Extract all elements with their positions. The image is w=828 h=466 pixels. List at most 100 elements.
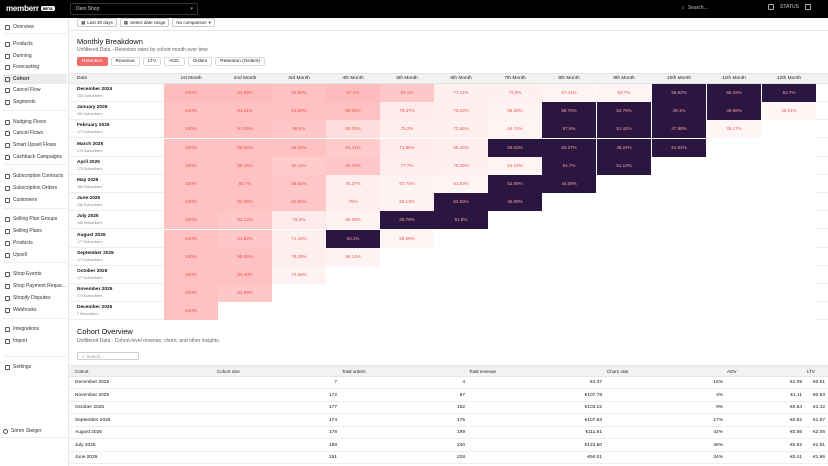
cohort-table-row[interactable]: September 2025 174 175 €107.63 17% €0.62 €1.57 [69,415,828,427]
cohort-table-column-header[interactable]: Cohort size [217,369,240,374]
retention-cell: 51.8% [434,211,488,230]
sidebar-item-cashback-campaigns[interactable]: Cashback Campaigns [3,152,67,162]
sidebar-item-selling-plan-groups[interactable]: Selling Plan Groups [3,214,67,224]
retention-cell: 88.6% [272,120,326,139]
sidebar-item-forecasting[interactable]: Forecasting [3,62,67,72]
sidebar-item-cancel-flow[interactable]: Cancel Flow [3,85,67,95]
user-profile[interactable]: Sören Steiger [3,428,42,434]
cohort-table-cell: 17% [713,417,723,423]
avatar-icon[interactable] [804,4,811,10]
cohort-row-label: September 2025 [77,250,114,256]
retention-cell [597,193,651,212]
retention-cell: 81.98% [218,284,272,303]
cohort-table-column-header[interactable]: Total orders [342,369,366,374]
logo[interactable]: memberr BETA [6,4,55,13]
tab-revenue[interactable]: Revenue [110,57,140,66]
cohort-table-column-header[interactable]: Cohort [75,369,89,374]
sidebar-item-webhooks[interactable]: Webhooks [3,305,67,315]
sidebar-item-overview[interactable]: Overview [3,22,67,32]
sidebar-item-nudging-flows[interactable]: Nudging Flows [3,117,67,127]
cohort-table-column-header[interactable]: Total revenue [469,369,497,374]
retention-cell [380,247,434,266]
sidebar-item-customers[interactable]: Customers [3,195,67,205]
sidebar-item-settings[interactable]: Settings [3,362,67,372]
chevron-down-icon: ▾ [208,19,211,25]
last-30-days-button[interactable]: ▦ Last 30 days [77,18,117,27]
retention-cell: 100% [164,302,218,321]
tab-ltv[interactable]: LTV [142,57,162,66]
sidebar-item-subscription-orders[interactable]: Subscription Orders [3,183,67,193]
sidebar-item-dunning[interactable]: Dunning [3,51,67,61]
cohort-row: October 2025 177 Subscribers 100% 84.40% 72.… [69,266,828,284]
cohort-table-row[interactable]: June 2025 151 228 €94.01 34% €0.41 €1.96 [69,452,828,465]
cohort-table-cell: €1.91 [812,442,825,448]
shop-selector[interactable]: Dein Shop ▾ [70,3,198,15]
comparison-select[interactable]: No comparison ▾ [172,18,215,27]
cohort-table-column-header[interactable]: Churn rate [607,369,629,374]
cohort-table-cell: December 2025 [75,380,110,385]
sidebar-divider [3,262,67,263]
retention-cell: 91.09% [218,120,272,139]
command-icon[interactable] [768,4,774,10]
cohort-row-label: December 2024 [77,87,113,92]
date-column-header: Date [77,76,88,81]
retention-cell: 87.1% [326,84,380,102]
cohort-table-cell: 189 [328,442,337,448]
cohort-row: March 2025 176 Subscribers 100% 85.58% 85.94… [69,138,828,157]
cohort-table-column-header[interactable]: AOV [727,369,737,374]
tab-aoc[interactable]: AOC [164,57,185,66]
sidebar-item-cancel-flows[interactable]: Cancel Flows [3,128,67,138]
month-column-header: 11th Month [722,76,746,81]
cohort-table-row[interactable]: October 2025 177 162 €103.22 9% €0.64 €1.42 [69,402,828,415]
date-range-button[interactable]: ▦ Select date range [119,18,170,27]
sidebar-item-subscription-contracts[interactable]: Subscription Contracts [3,171,67,181]
retention-cell: 72.65% [434,120,488,139]
beta-badge: BETA [40,6,55,11]
sidebar-item-import[interactable]: Import [3,336,67,346]
sidebar-item-integrations[interactable]: Integrations [3,324,67,334]
retention-cell [326,302,380,321]
cohort-search-input[interactable]: ⌕ Search... [77,352,139,360]
tab-retention[interactable]: Retention [77,57,108,66]
cohort-table-row[interactable]: July 2025 189 240 €123.60 46% €0.52 €1.91 [69,440,828,452]
retention-cell [597,284,651,303]
tab-orders[interactable]: Orders [187,57,213,66]
import-icon [5,338,10,344]
tab-retention-orders[interactable]: Retention (Orders) [215,57,266,66]
sidebar-item-upsell[interactable]: Upsell [3,250,67,260]
month-column-header: 7th Month [504,76,526,81]
sidebar-item-products[interactable]: Products [3,238,67,248]
retention-cell [597,211,651,230]
payment-icon [5,283,10,289]
cohort-table-cell: June 2025 [75,455,98,460]
status-label[interactable]: STATUS [780,4,799,10]
sidebar-item-label: Import [13,338,28,344]
sidebar-item-cohort[interactable]: Cohort [3,74,67,84]
cohort-table-row[interactable]: November 2025 172 97 €107.78 4% €1.11 €0.63 [69,390,828,402]
cohort-row: July 2025 189 Subscribers 100% 82.13% 78.3% 6… [69,211,828,230]
breakdown-title: Monthly Breakdown [77,37,143,46]
retention-cell [707,266,761,284]
cohort-table-cell: €0.64 [789,405,802,410]
cohort-table-cell: €94.01 [587,455,602,460]
sidebar-item-selling-plans[interactable]: Selling Plans [3,226,67,236]
cohort-row: December 2024 155 Subscribers 100% 84.58% 82… [69,84,828,102]
cohort-table-row[interactable]: August 2025 178 199 €111.91 42% €0.56 €2.06 [69,427,828,440]
dispute-icon [5,295,10,301]
cohort-table-column-header[interactable]: LTV [807,369,815,374]
global-search[interactable]: ⌕ Search... [682,5,708,11]
sidebar-item-smart-upsell-flows[interactable]: Smart Upsell Flows [3,140,67,150]
sidebar-item-shop-events[interactable]: Shop Events [3,269,67,279]
sidebar-item-products[interactable]: Products [3,39,67,49]
retention-cell [434,266,488,284]
retention-cell: 52.79% [597,102,651,121]
retention-cell [652,247,706,266]
cohort-overview-subtitle: Unfiltered Data - Cohort-level revenue, … [77,338,221,344]
sidebar-item-shopify-disputes[interactable]: Shopify Disputes [3,293,67,303]
retention-cell: 51.81% [652,138,706,157]
retention-cell: 70.23% [434,102,488,121]
cohort-table-row[interactable]: December 2025 7 4 €4.37 16% €1.09 €0.61 [69,377,828,390]
sidebar-item-shop-payment-reque[interactable]: Shop Payment Reque... [3,281,67,291]
sidebar-item-segments[interactable]: Segments [3,97,67,107]
retention-cell: 65.08% [326,211,380,230]
